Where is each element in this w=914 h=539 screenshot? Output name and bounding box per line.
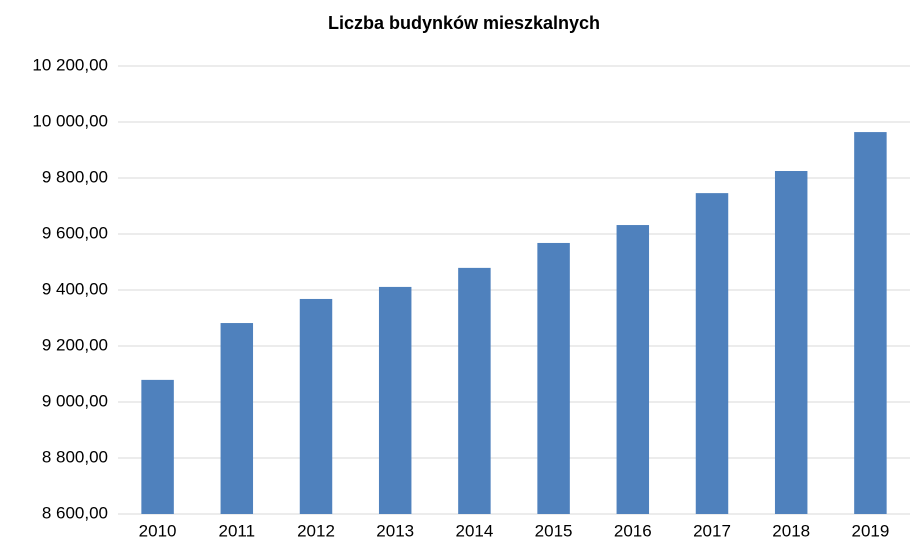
y-tick-label: 10 000,00 bbox=[32, 111, 108, 130]
x-tick-label: 2012 bbox=[297, 521, 335, 539]
x-tick-label: 2011 bbox=[219, 521, 256, 539]
y-tick-label: 9 600,00 bbox=[42, 223, 108, 242]
y-tick-label: 9 800,00 bbox=[42, 167, 108, 186]
bar bbox=[458, 267, 491, 514]
chart-title: Liczba budynków mieszkalnych bbox=[328, 13, 600, 33]
bar bbox=[378, 286, 412, 514]
bar bbox=[299, 298, 333, 514]
x-tick-label: 2015 bbox=[535, 521, 573, 539]
y-tick-label: 8 600,00 bbox=[42, 503, 108, 522]
x-tick-label: 2016 bbox=[614, 521, 652, 539]
bar bbox=[616, 225, 650, 515]
x-tick-label: 2013 bbox=[376, 521, 414, 539]
bar bbox=[854, 132, 887, 514]
y-tick-label: 9 000,00 bbox=[42, 391, 108, 410]
x-tick-label: 2014 bbox=[455, 521, 493, 539]
x-tick-label: 2017 bbox=[693, 521, 731, 539]
x-tick-label: 2019 bbox=[851, 521, 889, 539]
x-tick-label: 2018 bbox=[772, 521, 810, 539]
y-tick-label: 9 200,00 bbox=[42, 335, 108, 354]
bar bbox=[774, 171, 808, 514]
bar bbox=[220, 323, 254, 514]
y-tick-label: 9 400,00 bbox=[42, 279, 108, 298]
bar bbox=[695, 193, 729, 514]
x-tick-label: 2010 bbox=[139, 521, 177, 539]
bar bbox=[141, 379, 174, 514]
y-tick-label: 8 800,00 bbox=[42, 447, 108, 466]
bar bbox=[537, 242, 570, 514]
y-tick-label: 10 200,00 bbox=[32, 55, 108, 74]
